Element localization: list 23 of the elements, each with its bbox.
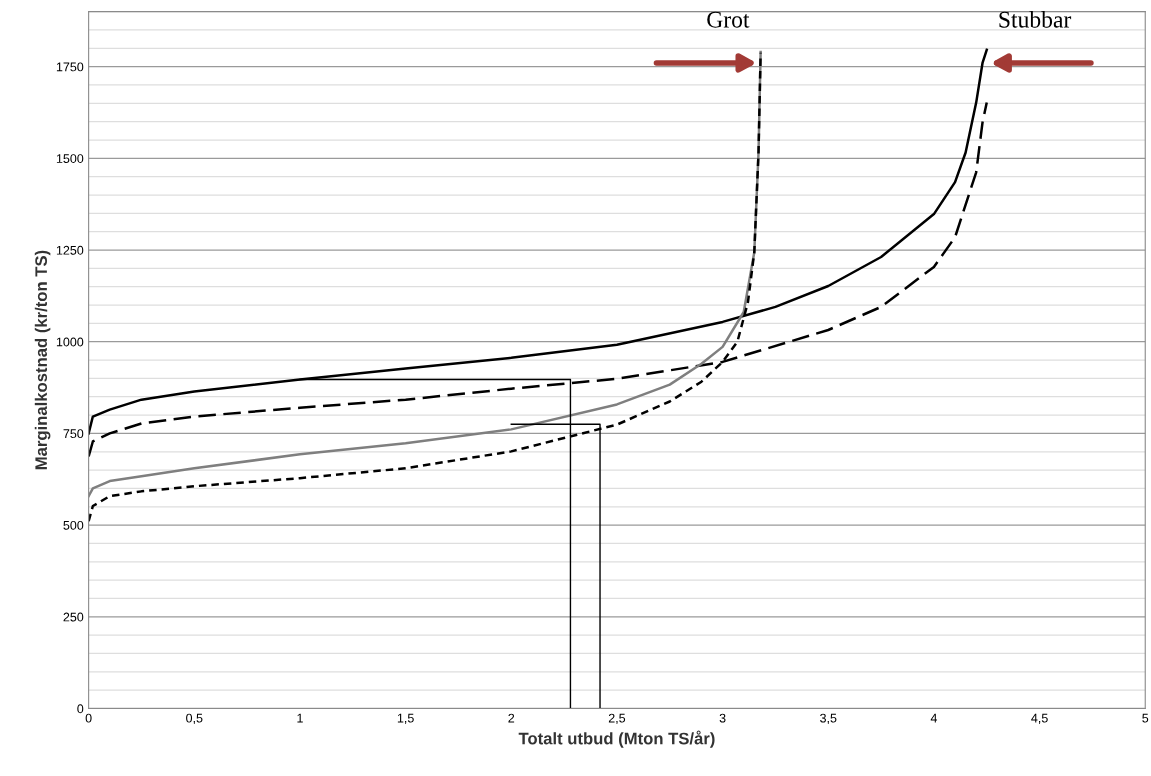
x-tick-label: 3 — [719, 713, 726, 723]
x-axis-title: Totalt utbud (Mton TS/år) — [518, 730, 715, 748]
x-tick-label: 0,5 — [186, 713, 203, 725]
y-axis-title: Marginalkostnad (kr/ton TS) — [34, 250, 51, 470]
y-tick-label: 0 — [77, 704, 84, 714]
x-tick-label: 2 — [508, 713, 515, 723]
x-tick-label: 1 — [297, 713, 303, 723]
x-tick-label: 4 — [930, 713, 938, 723]
y-tick-label: 500 — [63, 520, 84, 530]
y-tick-label: 1250 — [56, 245, 84, 255]
x-tick-label: 0 — [85, 713, 92, 723]
y-tick-label: 250 — [63, 612, 84, 622]
x-tick-label: 4,5 — [1031, 713, 1048, 725]
y-tick-label: 750 — [63, 429, 84, 439]
x-tick-label: 3,5 — [820, 713, 837, 725]
y-tick-label: 1750 — [56, 62, 84, 72]
x-tick-label: 1,5 — [397, 713, 414, 725]
x-tick-label: 5 — [1142, 713, 1149, 723]
y-tick-label: 1000 — [56, 337, 84, 347]
x-tick-label: 2,5 — [608, 713, 626, 725]
annotation: Stubbar — [999, 11, 1072, 28]
annotation: Grot — [707, 11, 750, 28]
y-tick-label: 1500 — [56, 154, 84, 163]
